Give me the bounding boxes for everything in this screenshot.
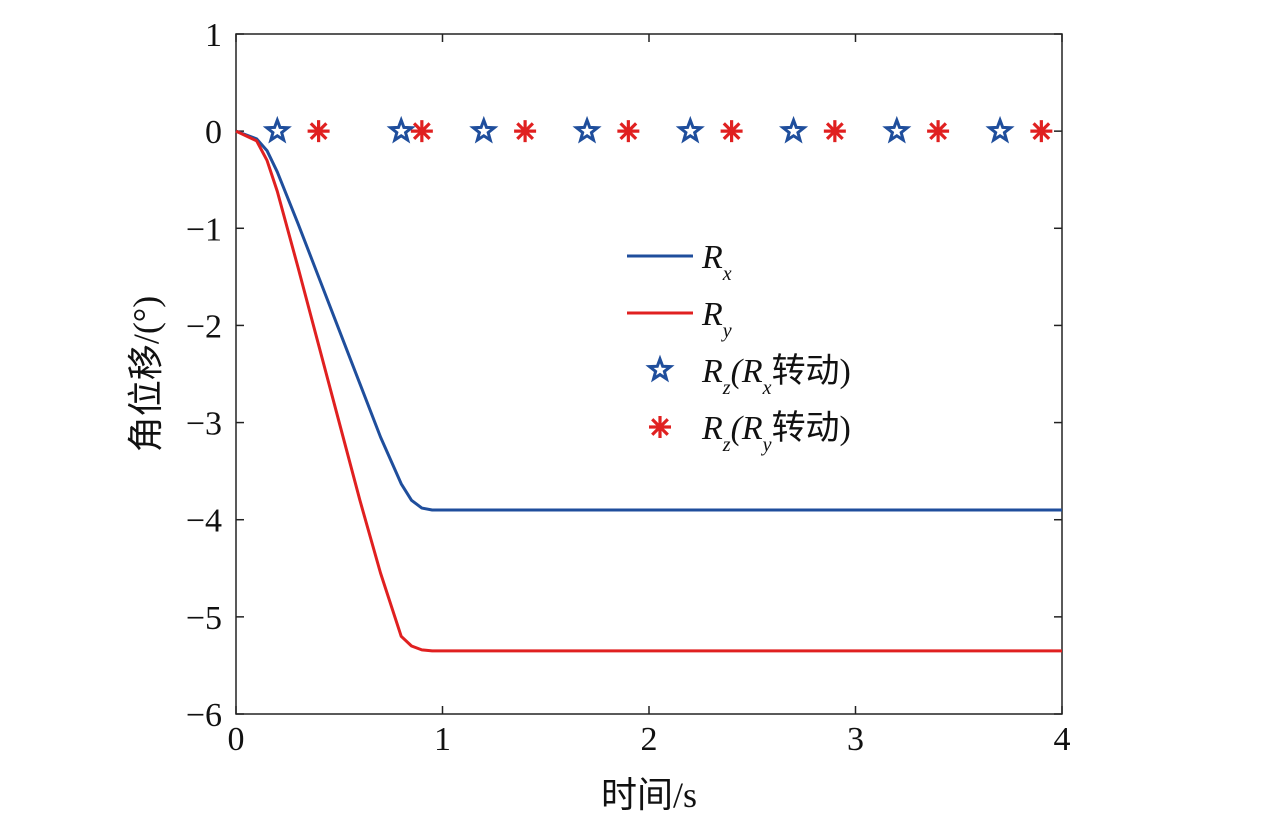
series-line-x (235, 129, 1062, 512)
asterisk-marker-stroke (309, 122, 328, 141)
star-marker (985, 115, 1015, 144)
star-marker (386, 115, 416, 144)
asterisk-marker-stroke (412, 122, 431, 141)
x-tick-label: 3 (847, 721, 864, 758)
legend-label: Ry (701, 296, 732, 342)
legend-label-part: (R (731, 410, 763, 447)
y-tick-label: −3 (186, 406, 222, 443)
axis-ticks: 0 1 2 3 4 1 0 −1 −2 −3 −4 −5 −6 (186, 17, 1071, 758)
y-axis-title: 角位移/(°) (126, 296, 166, 452)
legend-label-part: R (701, 353, 723, 390)
asterisk-marker (514, 120, 537, 143)
y-tick-label: −1 (186, 211, 222, 248)
star-marker (882, 115, 912, 144)
series-line-y (235, 129, 1062, 653)
star-marker (262, 115, 292, 144)
legend-label-part: y (721, 320, 732, 342)
legend-label-part: 转动) (772, 352, 851, 390)
x-axis-title: 时间/s (601, 775, 697, 815)
legend-label: Rz(Rx转动) (701, 352, 851, 399)
legend-key-asterisk-stroke (651, 418, 669, 436)
legend-label-part: 转动) (772, 409, 851, 447)
y-tick-label: −2 (186, 308, 222, 345)
asterisk-marker (410, 120, 433, 143)
legend-label-part: R (701, 296, 723, 333)
x-tick-label: 1 (434, 721, 451, 758)
asterisk-marker-stroke (722, 122, 741, 141)
legend-label-part: R (701, 239, 723, 276)
y-tick-label: 0 (205, 114, 222, 151)
legend-label-part: R (701, 410, 723, 447)
star-marker (675, 115, 705, 144)
star-marker (778, 115, 809, 144)
y-tick-label: −5 (186, 600, 222, 637)
y-tick-label: 1 (205, 17, 222, 54)
legend-label-part: z (722, 434, 731, 456)
asterisk-marker (307, 120, 330, 143)
x-tick-label: 0 (228, 721, 245, 758)
y-tick-label: −6 (186, 697, 222, 734)
legend-label-part: z (722, 377, 731, 399)
series-lines (235, 129, 1062, 653)
asterisk-marker (927, 120, 950, 143)
legend-label-part: y (761, 434, 772, 456)
asterisk-marker (720, 120, 743, 143)
asterisk-marker (1030, 120, 1053, 143)
asterisk-marker-stroke (825, 122, 844, 141)
asterisk-marker (823, 120, 846, 143)
legend-label-part: x (722, 263, 732, 285)
asterisk-marker-stroke (619, 122, 638, 141)
asterisk-marker-stroke (929, 122, 948, 141)
y-tick-label: −4 (186, 503, 222, 540)
x-tick-label: 4 (1054, 721, 1071, 758)
legend-key-star (645, 354, 675, 383)
legend-label-part: x (762, 377, 772, 399)
legend-key-asterisk (649, 416, 671, 438)
asterisk-marker-stroke (516, 122, 535, 141)
legend-label-part: (R (731, 353, 763, 390)
legend-label: Rx (701, 239, 732, 285)
asterisk-marker (617, 120, 640, 143)
star-marker (572, 115, 602, 144)
x-tick-label: 2 (641, 721, 658, 758)
asterisk-marker-stroke (1032, 122, 1051, 141)
star-marker (469, 115, 499, 144)
series-markers (262, 115, 1053, 144)
legend-label: Rz(Ry转动) (701, 409, 851, 456)
